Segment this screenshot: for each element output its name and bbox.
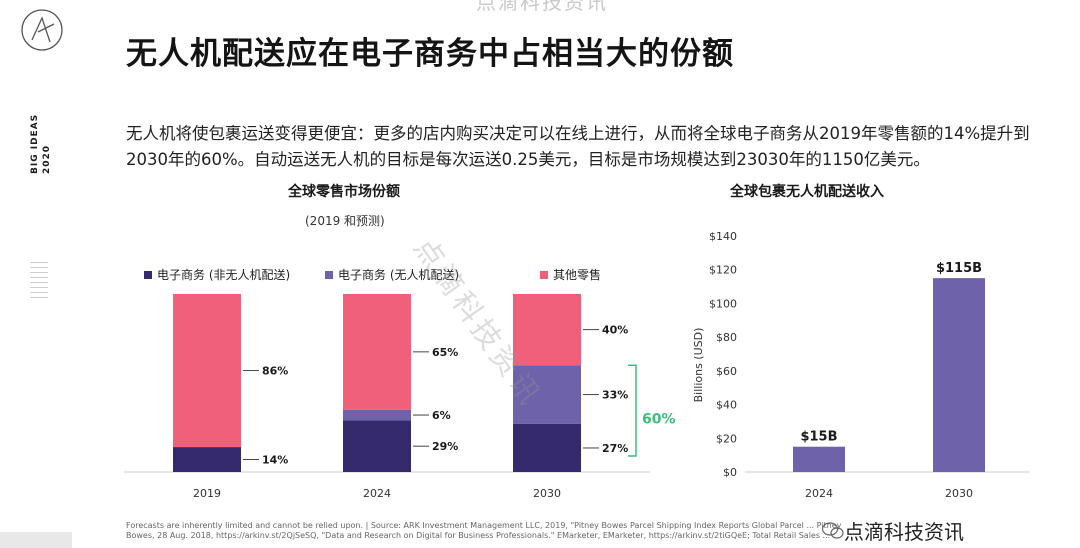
data-label: 6% bbox=[432, 409, 451, 422]
bar-segment bbox=[173, 447, 241, 472]
data-label: 14% bbox=[262, 454, 288, 467]
data-label: 40% bbox=[602, 324, 628, 337]
y-tick-label: $80 bbox=[716, 331, 737, 344]
bar bbox=[933, 278, 985, 472]
footer-source: Forecasts are inherently limited and can… bbox=[126, 521, 842, 540]
x-tick-label: 2024 bbox=[363, 487, 391, 500]
bracket-label: 60% bbox=[642, 412, 676, 428]
legend-item-ecom-non-drone: 电子商务 (非无人机配送) bbox=[144, 266, 290, 283]
bracket bbox=[628, 364, 637, 457]
wechat-icon bbox=[822, 521, 844, 539]
intro-text: 无人机将使包裹运送变得更便宜：更多的店内购买决定可以在线上进行，从而将全球电子商… bbox=[126, 124, 1030, 169]
legend-item-other: 其他零售 bbox=[540, 266, 601, 283]
bar-segment bbox=[513, 423, 581, 472]
y-tick-label: $100 bbox=[709, 297, 737, 310]
bar-segment bbox=[513, 365, 581, 424]
x-tick-label: 2024 bbox=[805, 487, 833, 500]
y-tick-label: $140 bbox=[709, 230, 737, 243]
x-tick-label: 2019 bbox=[193, 487, 221, 500]
legend-swatch bbox=[540, 270, 548, 279]
bar-segment bbox=[343, 420, 411, 472]
right-chart-title: 全球包裹无人机配送收入 bbox=[730, 184, 884, 200]
data-label: 27% bbox=[602, 442, 628, 455]
watermark-top: 点滴科技资讯 bbox=[476, 0, 608, 14]
legend-swatch bbox=[325, 270, 333, 279]
bar bbox=[793, 446, 845, 472]
footer-bar bbox=[0, 532, 72, 548]
data-label: 86% bbox=[262, 365, 288, 378]
x-tick-label: 2030 bbox=[945, 487, 973, 500]
bar-segment bbox=[513, 294, 581, 366]
watermark-bottom-right: 点滴科技资讯 bbox=[822, 516, 964, 545]
x-tick-label: 2030 bbox=[533, 487, 561, 500]
legend-item-ecom-drone: 电子商务 (无人机配送) bbox=[325, 266, 459, 283]
left-chart-subtitle: (2019 和预测) bbox=[305, 214, 385, 228]
data-label: $115B bbox=[936, 261, 982, 276]
page-title: 无人机配送应在电子商务中占相当大的份额 bbox=[126, 36, 734, 72]
data-label: 65% bbox=[432, 346, 458, 359]
y-tick-label: $40 bbox=[716, 399, 737, 412]
y-tick-label: $0 bbox=[723, 466, 737, 479]
y-tick-label: $120 bbox=[709, 264, 737, 277]
data-label: $15B bbox=[800, 430, 837, 445]
y-tick-label: $60 bbox=[716, 365, 737, 378]
bar-segment bbox=[343, 294, 411, 410]
legend-label: 电子商务 (无人机配送) bbox=[338, 268, 460, 282]
y-axis-label: Billions (USD) bbox=[692, 328, 705, 403]
bar-segment bbox=[343, 409, 411, 421]
ark-logo bbox=[21, 9, 63, 51]
legend-swatch bbox=[144, 270, 152, 279]
legend-label: 其他零售 bbox=[553, 268, 602, 282]
left-chart-title: 全球零售市场份额 bbox=[288, 184, 400, 200]
data-label: 29% bbox=[432, 440, 458, 453]
y-tick-label: $20 bbox=[716, 432, 737, 445]
bar-segment bbox=[173, 294, 241, 448]
side-decoration bbox=[30, 262, 48, 302]
data-label: 33% bbox=[602, 389, 628, 402]
legend-label: 电子商务 (非无人机配送) bbox=[157, 268, 291, 282]
watermark-bottom-right-text: 点滴科技资讯 bbox=[844, 520, 964, 544]
